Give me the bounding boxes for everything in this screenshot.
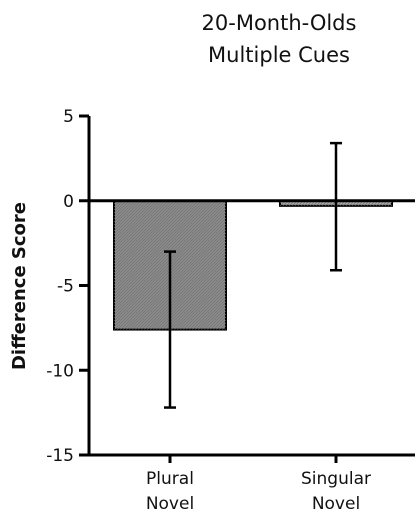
chart-title: 20-Month-Olds Multiple Cues [202,11,357,67]
y-tick-label-4: -15 [46,446,74,466]
chart-title-line-2: Multiple Cues [208,43,350,67]
plot-area: 5 0 -5 -10 -15 Plural Novel Singular Novel [46,107,415,514]
y-tick-label-3: -10 [46,361,74,381]
y-axis-label: Difference Score [9,202,30,370]
category-label-1-line-0: Singular [301,469,371,489]
category-label-0-line-0: Plural [146,469,194,489]
y-tick-label-1: 0 [63,192,74,212]
chart-title-line-1: 20-Month-Olds [202,11,357,35]
y-tick-label-0: 5 [63,107,74,127]
category-label-0-line-1: Novel [146,494,194,514]
category-label-1-line-1: Novel [312,494,360,514]
y-tick-label-2: -5 [57,277,74,297]
